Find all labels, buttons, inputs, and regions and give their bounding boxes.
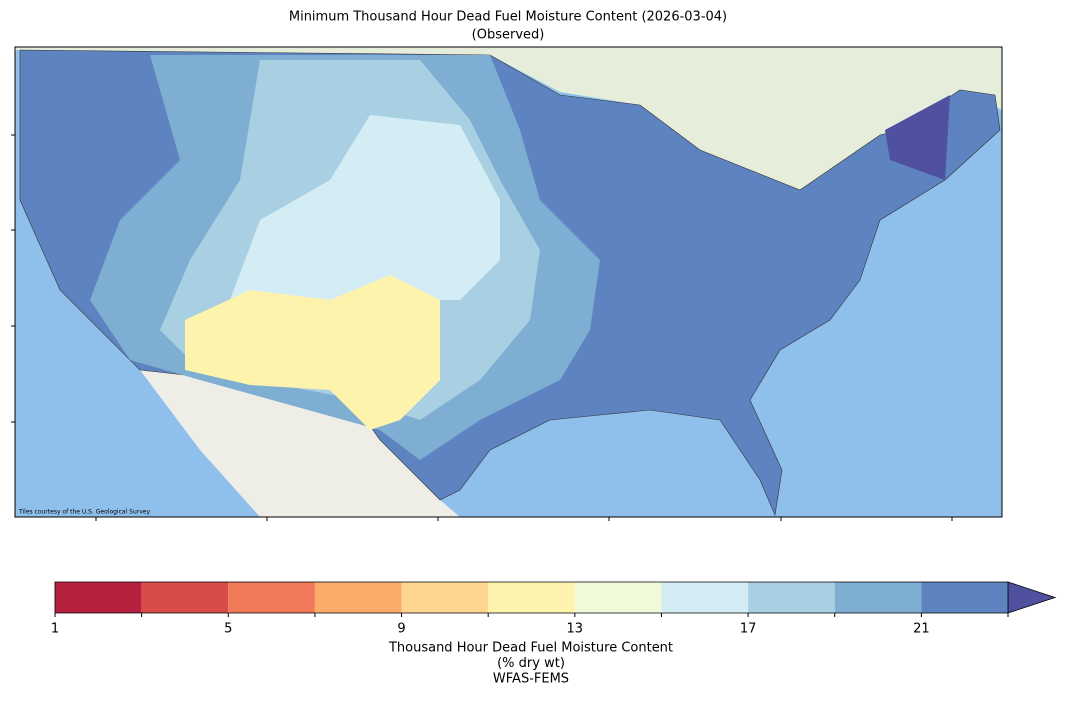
colorbar-bin <box>921 582 1008 613</box>
map: Tiles courtesy of the U.S. Geological Su… <box>11 46 1003 521</box>
map-title: Minimum Thousand Hour Dead Fuel Moisture… <box>289 10 727 25</box>
colorbar-bin <box>834 582 922 613</box>
colorbar-bin <box>488 582 575 613</box>
colorbar-label: (% dry wt) <box>497 656 565 671</box>
colorbar-tick-label: 13 <box>567 622 584 637</box>
canada-land <box>15 47 1002 190</box>
colorbar-bin <box>661 582 749 613</box>
colorbar-tick-label: 1 <box>51 622 59 637</box>
colorbar-bin <box>141 582 229 613</box>
colorbar-bin <box>401 582 489 613</box>
colorbar-tick-label: 5 <box>224 622 232 637</box>
map-subtitle: (Observed) <box>472 28 545 43</box>
colorbar-tick-label: 17 <box>740 622 757 637</box>
colorbar-label: WFAS-FEMS <box>493 672 569 687</box>
colorbar-bin <box>574 582 662 613</box>
zone-lighter <box>230 115 500 320</box>
map-ticks <box>11 134 953 521</box>
colorbar: 1 5 9 13 17 21 Thousand Hour Dead Fuel Moistur… <box>51 581 1057 687</box>
colorbar-bin <box>748 582 835 613</box>
colorbar-bin <box>55 582 142 613</box>
colorbar-bin <box>228 582 315 613</box>
attribution: Tiles courtesy of the U.S. Geological Su… <box>18 509 150 516</box>
colorbar-tick-label: 9 <box>397 622 405 637</box>
colorbar-tick-label: 21 <box>913 622 930 637</box>
zone-dry <box>185 275 440 430</box>
zone-wet <box>885 95 950 180</box>
colorbar-frame <box>54 581 1008 614</box>
colorbar-extend <box>1007 581 1057 614</box>
colorbar-bin <box>314 582 402 613</box>
colorbar-label: Thousand Hour Dead Fuel Moisture Content <box>388 641 673 656</box>
mexico-land <box>140 370 460 517</box>
map-frame <box>14 46 1003 518</box>
